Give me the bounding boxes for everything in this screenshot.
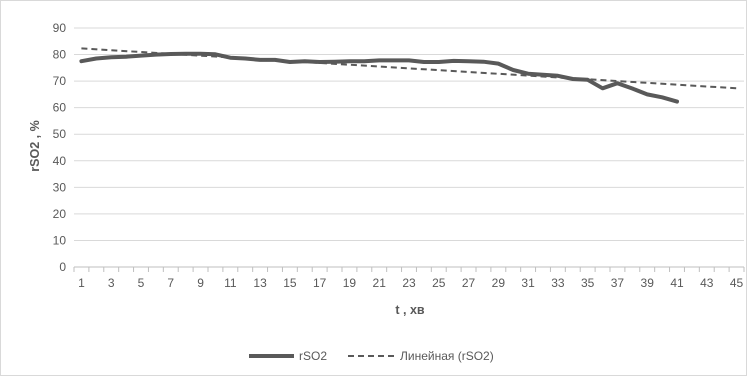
x-axis-ticks: 1 3 5 7 9 11 13 15 17 19 21 23 25 27 29 31 33 35 37 39 41 43 4… [78,276,743,290]
y-tick-label: 90 [53,21,67,35]
y-tick-label: 0 [59,260,66,274]
x-tick-label: 25 [432,276,446,290]
y-tick-label: 20 [53,207,67,221]
x-tick-label: 27 [462,276,476,290]
y-tick-label: 30 [53,180,67,194]
x-tick-label: 41 [670,276,684,290]
x-tick-label: 33 [551,276,565,290]
x-tick-label: 23 [402,276,416,290]
x-axis [73,266,745,272]
x-tick-label: 35 [581,276,595,290]
gridlines [74,27,744,241]
x-tick-label: 45 [730,276,744,290]
x-tick-label: 29 [492,276,506,290]
x-tick-label: 1 [78,276,85,290]
legend-label: rSO2 [299,349,327,363]
x-tick-label: 15 [283,276,297,290]
x-tick-label: 43 [700,276,714,290]
x-tick-label: 11 [224,276,237,290]
x-tick-label: 5 [138,276,145,290]
x-tick-label: 9 [197,276,204,290]
legend: rSO2 Линейная (rSO2) [249,349,494,363]
y-tick-label: 40 [53,154,67,168]
legend-label: Линейная (rSO2) [400,349,494,363]
y-tick-label: 10 [53,233,67,247]
y-axis-title: rSO2 , % [28,120,42,171]
x-tick-label: 17 [313,276,327,290]
x-tick-label: 37 [611,276,625,290]
x-tick-label: 19 [343,276,357,290]
y-tick-label: 70 [53,74,67,88]
x-tick-label: 39 [641,276,655,290]
series-lines [79,47,737,104]
x-tick-label: 3 [108,276,115,290]
y-tick-label: 60 [53,101,67,115]
y-tick-label: 50 [53,127,67,141]
x-tick-label: 21 [373,276,387,290]
y-axis-ticks: 0 10 20 30 40 50 60 70 80 90 [53,21,67,274]
rso2-series-line [79,51,679,104]
y-tick-label: 80 [53,48,67,62]
x-axis-title: t , хв [395,303,425,317]
x-tick-label: 7 [167,276,174,290]
x-tick-label: 31 [521,276,535,290]
x-tick-label: 13 [253,276,267,290]
